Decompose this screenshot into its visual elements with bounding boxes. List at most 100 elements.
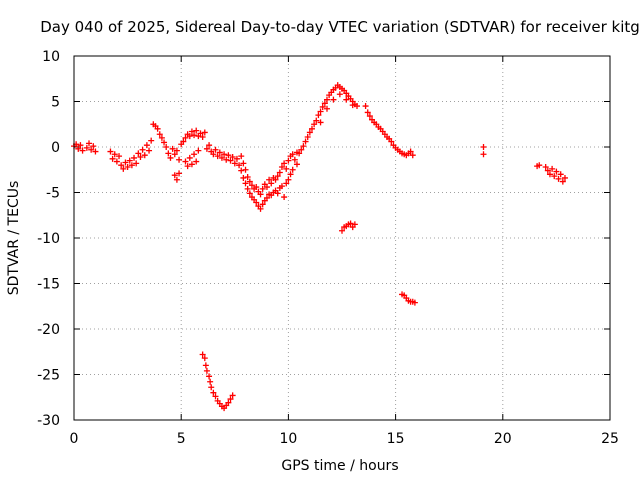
- data-point: [128, 162, 135, 169]
- data-point: [302, 138, 309, 145]
- x-axis-label: GPS time / hours: [281, 458, 398, 474]
- data-point: [315, 112, 322, 119]
- data-point: [126, 157, 133, 164]
- data-point: [223, 156, 230, 163]
- data-point: [293, 161, 300, 168]
- y-tick-label: 0: [51, 140, 60, 156]
- data-point: [330, 96, 337, 103]
- data-point: [135, 150, 142, 157]
- data-point: [191, 132, 198, 139]
- data-point: [240, 160, 247, 167]
- data-point: [143, 142, 150, 149]
- data-point: [191, 151, 198, 158]
- data-point: [201, 129, 208, 136]
- y-axis-label: SDTVAR / TECUs: [6, 181, 22, 296]
- data-point: [118, 162, 125, 169]
- data-point: [536, 162, 543, 169]
- data-point: [207, 378, 214, 385]
- data-point: [257, 191, 264, 198]
- data-point: [139, 146, 146, 153]
- data-point: [180, 138, 187, 145]
- data-point: [306, 129, 313, 136]
- data-point: [248, 182, 255, 189]
- data-point: [272, 176, 279, 183]
- data-point: [388, 138, 395, 145]
- data-point: [308, 125, 315, 132]
- x-tick-label: 20: [494, 431, 512, 447]
- data-point: [242, 180, 249, 187]
- data-point: [323, 96, 330, 103]
- data-point: [287, 171, 294, 178]
- data-point: [259, 201, 266, 208]
- data-point: [364, 109, 371, 116]
- data-point: [146, 147, 153, 154]
- data-point: [278, 183, 285, 190]
- data-point: [289, 166, 296, 173]
- data-point: [362, 103, 369, 110]
- data-point: [304, 133, 311, 140]
- data-point: [229, 392, 236, 399]
- data-point: [83, 144, 90, 151]
- data-point: [210, 151, 217, 158]
- data-point: [133, 160, 140, 167]
- data-point: [225, 152, 232, 159]
- data-point: [227, 157, 234, 164]
- data-point: [195, 147, 202, 154]
- data-point: [173, 147, 180, 154]
- data-point: [188, 161, 195, 168]
- data-point: [257, 205, 264, 212]
- y-tick-label: -25: [37, 368, 60, 384]
- data-point: [551, 173, 558, 180]
- data-point: [188, 128, 195, 135]
- data-point: [199, 351, 206, 358]
- data-point: [263, 194, 270, 201]
- data-point: [278, 164, 285, 171]
- data-point: [176, 156, 183, 163]
- data-point: [283, 165, 290, 172]
- data-point: [77, 142, 84, 149]
- data-point: [148, 137, 155, 144]
- data-point: [313, 117, 320, 124]
- data-point: [480, 144, 487, 150]
- data-point: [79, 147, 86, 154]
- data-point: [186, 154, 193, 161]
- data-point: [206, 373, 213, 380]
- data-point: [203, 367, 210, 374]
- data-point: [216, 149, 223, 156]
- x-tick-label: 15: [387, 431, 405, 447]
- data-point: [343, 96, 350, 103]
- data-point: [347, 220, 354, 227]
- data-point: [259, 185, 266, 192]
- data-point: [323, 105, 330, 112]
- data-point: [122, 159, 129, 166]
- data-point: [193, 127, 200, 134]
- y-tick-label: -15: [37, 277, 60, 293]
- data-point: [289, 151, 296, 158]
- data-point: [238, 167, 245, 174]
- data-point: [354, 103, 361, 110]
- x-tick-label: 0: [70, 431, 79, 447]
- data-point: [409, 152, 416, 159]
- data-point: [244, 185, 251, 192]
- data-point: [339, 227, 345, 234]
- data-point: [240, 174, 247, 181]
- data-points: [71, 82, 568, 412]
- data-point: [236, 162, 243, 169]
- data-point: [171, 172, 178, 179]
- x-tick-label: 25: [601, 431, 619, 447]
- data-point: [214, 153, 221, 160]
- data-point: [107, 148, 114, 155]
- data-point: [291, 156, 298, 163]
- data-point: [186, 133, 193, 140]
- data-point: [210, 389, 217, 396]
- data-point: [311, 121, 318, 128]
- data-point: [161, 139, 168, 146]
- data-point: [411, 299, 418, 306]
- data-point: [206, 142, 213, 149]
- data-point: [165, 150, 172, 157]
- data-point: [90, 143, 97, 150]
- data-point: [137, 154, 144, 161]
- data-point: [281, 160, 288, 167]
- data-point: [88, 146, 95, 153]
- data-point: [212, 146, 219, 153]
